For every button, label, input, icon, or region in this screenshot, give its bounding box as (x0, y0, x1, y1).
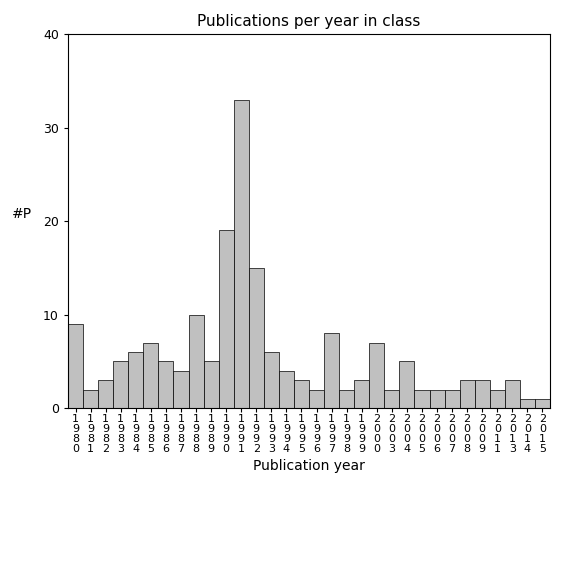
Bar (490, 390, 505, 408)
Bar (234, 99, 249, 408)
Bar (384, 390, 399, 408)
Bar (68, 324, 83, 408)
Title: Publications per year in class: Publications per year in class (197, 14, 421, 29)
Bar (249, 268, 264, 408)
Bar (264, 352, 279, 408)
Bar (369, 342, 384, 408)
Bar (158, 362, 174, 408)
Bar (98, 380, 113, 408)
Bar (188, 315, 204, 408)
Bar (535, 399, 550, 408)
Bar (83, 390, 98, 408)
Bar (460, 380, 475, 408)
Y-axis label: #P: #P (12, 207, 32, 221)
Bar (279, 371, 294, 408)
Bar (174, 371, 188, 408)
Bar (354, 380, 369, 408)
Bar (324, 333, 339, 408)
Bar (113, 362, 128, 408)
Bar (520, 399, 535, 408)
Bar (204, 362, 219, 408)
Bar (399, 362, 414, 408)
Bar (414, 390, 430, 408)
X-axis label: Publication year: Publication year (253, 459, 365, 473)
Bar (128, 352, 143, 408)
Bar (475, 380, 490, 408)
Bar (294, 380, 309, 408)
Bar (309, 390, 324, 408)
Bar (505, 380, 520, 408)
Bar (219, 231, 234, 408)
Bar (445, 390, 460, 408)
Bar (339, 390, 354, 408)
Bar (430, 390, 445, 408)
Bar (143, 342, 158, 408)
